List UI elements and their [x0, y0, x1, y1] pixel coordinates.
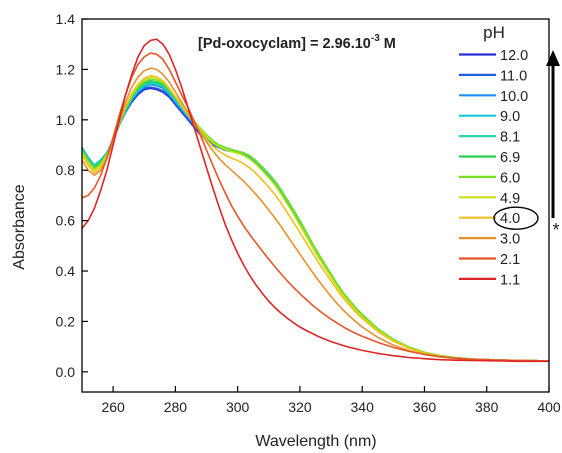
legend-label: 10.0	[500, 89, 528, 105]
series-line-ph-9-0	[81, 82, 550, 362]
y-tick-label: 0.0	[56, 364, 76, 380]
x-tick-label: 380	[475, 399, 499, 415]
legend-label: 6.0	[500, 170, 520, 186]
trend-arrow-head	[546, 50, 560, 66]
plot-frame	[81, 18, 550, 393]
legend-label: 1.1	[500, 272, 520, 288]
legend-label: 2.1	[500, 252, 520, 268]
series-line-ph-6-9	[81, 79, 550, 362]
legend-label: 12.0	[500, 48, 528, 64]
concentration-annotation-unit: M	[380, 36, 396, 52]
legend-label: 4.0	[500, 211, 520, 227]
y-axis-label: Absorbance	[11, 184, 28, 269]
concentration-annotation-exponent: -3	[371, 33, 380, 44]
y-tick-label: 0.4	[56, 263, 76, 279]
x-tick-label: 360	[413, 399, 437, 415]
trend-arrow: *	[546, 50, 560, 240]
x-tick-label: 340	[351, 399, 375, 415]
legend-highlight-circle	[493, 206, 539, 230]
series-line-ph-6-0	[81, 78, 550, 362]
x-tick-label: 280	[164, 399, 188, 415]
legend-title: pH	[483, 23, 505, 42]
legend-label: 3.0	[500, 232, 520, 248]
y-tick-label: 0.2	[56, 313, 76, 329]
y-tick-label: 1.0	[56, 112, 76, 128]
y-tick-label: 0.8	[56, 162, 76, 178]
series-layer	[81, 38, 550, 363]
series-line-ph-3-0	[81, 67, 550, 362]
concentration-annotation-main: [Pd-oxocyclam] = 2.96.10	[198, 36, 371, 52]
series-line-ph-8-1	[81, 81, 550, 362]
legend-label: 8.1	[500, 130, 520, 146]
y-tick-label: 0.6	[56, 213, 76, 229]
plot-frame-layer	[81, 18, 550, 393]
series-line-ph-10-0	[81, 83, 550, 362]
x-axis-label: Wavelength (nm)	[255, 433, 376, 450]
x-tick-label: 320	[288, 399, 312, 415]
y-tick-label: 1.4	[56, 11, 76, 27]
trend-arrow-marker: *	[552, 220, 559, 240]
x-tick-label: 400	[537, 399, 561, 415]
series-line-ph-4-0	[81, 74, 550, 362]
axis-layer: 0.0 0.2 0.4 0.6 0.8 1.0 1.2 1.4 260 280 300 320 340 3…	[56, 11, 561, 415]
series-line-ph-4-9	[81, 76, 550, 362]
series-line-ph-11-0	[81, 86, 550, 362]
legend-label: 4.9	[500, 191, 520, 207]
concentration-annotation: [Pd-oxocyclam] = 2.96.10-3 M	[198, 33, 396, 52]
legend-label: 11.0	[500, 68, 527, 84]
y-tick-label: 1.2	[56, 61, 76, 77]
series-line-ph-2-1	[81, 52, 550, 362]
x-tick-label: 300	[226, 399, 250, 415]
legend-label: 6.9	[500, 150, 520, 166]
legend-label: 9.0	[500, 109, 520, 125]
x-tick-label: 260	[101, 399, 125, 415]
series-line-ph-1-1	[81, 38, 549, 363]
legend: pH 12.0 11.0 10.0 9.0 8.1 6.9 6.0 4.9 4.0 3.0 2.1 1…	[459, 23, 539, 288]
series-line-ph-12-0	[81, 87, 550, 362]
